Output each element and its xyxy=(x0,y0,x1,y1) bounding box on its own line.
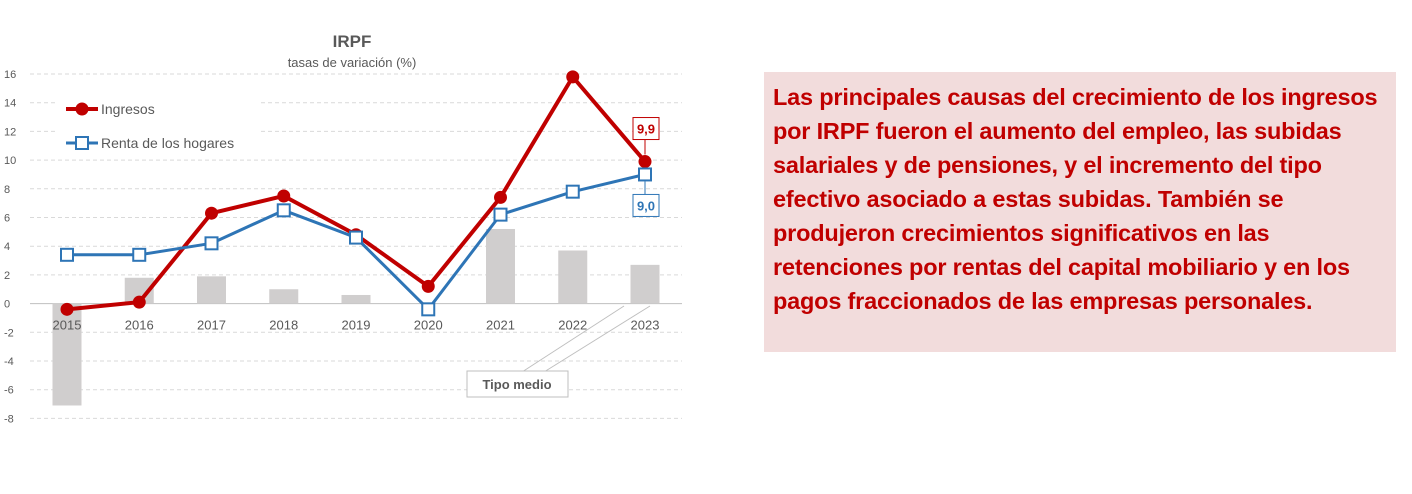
renta-hogares-point xyxy=(132,247,147,262)
y-tick-label: -4 xyxy=(4,356,14,368)
ingresos-point xyxy=(205,206,218,220)
legend-marker xyxy=(75,102,89,116)
y-tick-label: 4 xyxy=(4,241,10,253)
x-tick-label: 2022 xyxy=(558,318,587,333)
callout-bold-term: IRPF xyxy=(816,118,870,144)
y-tick-label: -2 xyxy=(4,327,14,339)
legend-label: Renta de los hogares xyxy=(101,135,234,151)
explanation-callout: Las principales causas del crecimiento d… xyxy=(764,72,1396,352)
ingresos-point xyxy=(638,155,652,169)
renta-hogares-point xyxy=(349,230,363,245)
y-tick-label: -8 xyxy=(4,413,14,425)
x-tick-label: 2018 xyxy=(269,318,298,333)
callout-text-start: Las principales causas del crecimiento d… xyxy=(773,84,1378,144)
renta-hogares-point xyxy=(276,203,291,218)
y-tick-label: 2 xyxy=(4,270,10,282)
x-tick-label: 2019 xyxy=(342,318,371,333)
x-tick-label: 2015 xyxy=(53,318,82,333)
callout-text-end: fueron el aumento del empleo, las subida… xyxy=(773,118,1350,314)
tipo-medio-bar xyxy=(269,289,299,304)
annotation-leader xyxy=(543,305,651,373)
x-tick-label: 2017 xyxy=(197,318,226,333)
irpf-chart: IRPF tasas de variación (%) 16 14 12 10 8 6 4 2… xyxy=(4,32,682,425)
legend-marker xyxy=(75,136,89,150)
y-tick-label: -6 xyxy=(4,385,14,397)
annotation-label: Tipo medio xyxy=(482,377,551,392)
renta-hogares-point xyxy=(204,236,219,251)
legend-background xyxy=(56,92,258,158)
x-tick-label: 2020 xyxy=(414,318,443,333)
renta-hogares-point xyxy=(60,247,74,262)
renta-hogares-point xyxy=(638,167,652,182)
y-tick-label: 0 xyxy=(4,299,10,311)
x-tick-label: 2023 xyxy=(631,318,660,333)
tipo-medio-bar xyxy=(341,294,371,304)
annotation-box xyxy=(466,370,569,398)
tipo-medio-bar xyxy=(558,250,588,304)
y-tick-label: 8 xyxy=(4,184,10,196)
tipo-medio-bar xyxy=(486,228,515,304)
ingresos-point xyxy=(132,295,146,309)
y-tick-label: 12 xyxy=(4,126,16,138)
data-label: 9,0 xyxy=(637,198,655,213)
tipo-medio-bar xyxy=(630,264,660,304)
data-label-box xyxy=(632,117,660,141)
y-tick-label: 10 xyxy=(4,155,16,167)
chart-subtitle: tasas de variación (%) xyxy=(288,55,417,70)
tipo-medio-bar xyxy=(197,276,226,304)
chart-legend: Ingresos Renta de los hogares xyxy=(56,92,258,158)
chart-title: IRPF xyxy=(333,32,372,51)
renta-hogares-point xyxy=(421,302,436,317)
x-tick-label: 2021 xyxy=(486,318,515,333)
tipo-medio-bar xyxy=(52,303,82,406)
ingresos-point xyxy=(277,189,291,203)
x-tick-label: 2016 xyxy=(125,318,154,333)
ingresos-point xyxy=(566,70,580,84)
y-tick-label: 14 xyxy=(4,98,16,110)
data-label: 9,9 xyxy=(637,122,655,137)
ingresos-point xyxy=(494,190,507,204)
renta-hogares-point xyxy=(493,207,508,222)
y-tick-label: 16 xyxy=(4,69,16,81)
y-tick-label: 6 xyxy=(4,213,10,225)
ingresos-point xyxy=(60,302,74,316)
data-label-box xyxy=(632,193,660,217)
renta-hogares-point xyxy=(565,184,580,199)
ingresos-point xyxy=(421,279,435,293)
legend-label: Ingresos xyxy=(101,101,155,117)
annotation-leader xyxy=(521,305,625,373)
